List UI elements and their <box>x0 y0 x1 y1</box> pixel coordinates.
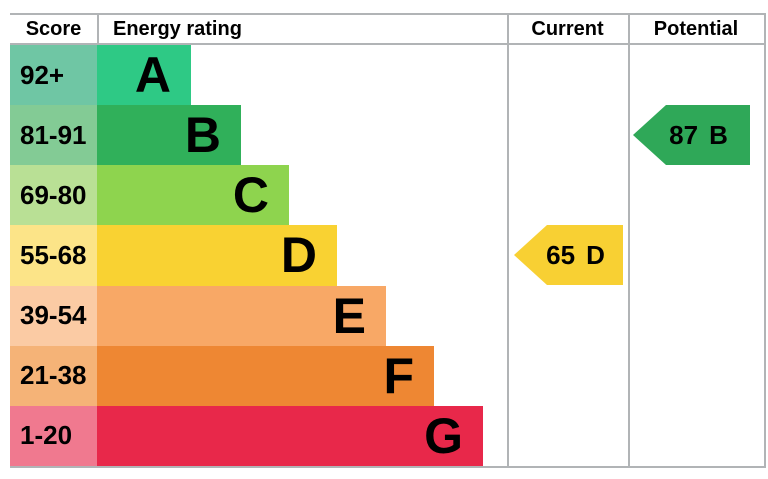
band-row-a: 92+ A <box>10 45 764 106</box>
potential-rating-value: 87 <box>669 119 699 150</box>
band-bar-g: G <box>97 405 483 466</box>
current-rating-value: 65 <box>546 239 576 270</box>
current-rating-letter: D <box>586 239 605 270</box>
band-letter-a: A <box>134 47 171 104</box>
band-bar-a: A <box>97 45 191 106</box>
band-bar-f: F <box>97 345 434 406</box>
score-range-d: 55-68 <box>10 225 97 286</box>
band-row-e: 39-54 E <box>10 285 764 346</box>
band-letter-b: B <box>184 107 221 164</box>
band-bar-b: B <box>97 105 241 166</box>
potential-rating-letter: B <box>709 119 728 150</box>
current-column-divider-line <box>507 15 509 466</box>
score-range-a: 92+ <box>10 45 97 106</box>
band-row-c: 69-80 C <box>10 165 764 226</box>
band-row-g: 1-20 G <box>10 405 764 466</box>
band-letter-f: F <box>383 347 414 404</box>
score-range-b: 81-91 <box>10 105 97 166</box>
potential-column-divider-line <box>628 15 630 466</box>
band-bar-c: C <box>97 165 289 226</box>
epc-table: Score Energy rating Current Potential 92… <box>10 13 766 468</box>
band-row-b: 81-91 B <box>10 105 764 166</box>
header-potential: Potential <box>653 17 739 40</box>
header-energy-rating: Energy rating <box>113 17 242 40</box>
header-score: Score <box>25 17 82 40</box>
band-letter-d: D <box>280 227 317 284</box>
band-row-d: 55-68 D <box>10 225 764 286</box>
header-divider-line <box>97 15 99 43</box>
band-bar-e: E <box>97 285 386 346</box>
score-range-f: 21-38 <box>10 345 97 406</box>
score-range-c: 69-80 <box>10 165 97 226</box>
band-letter-c: C <box>232 167 269 224</box>
band-rows: 92+ A 81-91 B 69-80 C 55-68 D 39-54 E 21… <box>10 45 764 466</box>
header-current: Current <box>531 17 604 40</box>
band-letter-g: G <box>424 407 463 464</box>
score-range-g: 1-20 <box>10 405 97 466</box>
band-row-f: 21-38 F <box>10 345 764 406</box>
band-letter-e: E <box>332 287 366 344</box>
score-range-e: 39-54 <box>10 285 97 346</box>
table-header: Score Energy rating Current Potential <box>10 15 764 45</box>
band-bar-d: D <box>97 225 337 286</box>
